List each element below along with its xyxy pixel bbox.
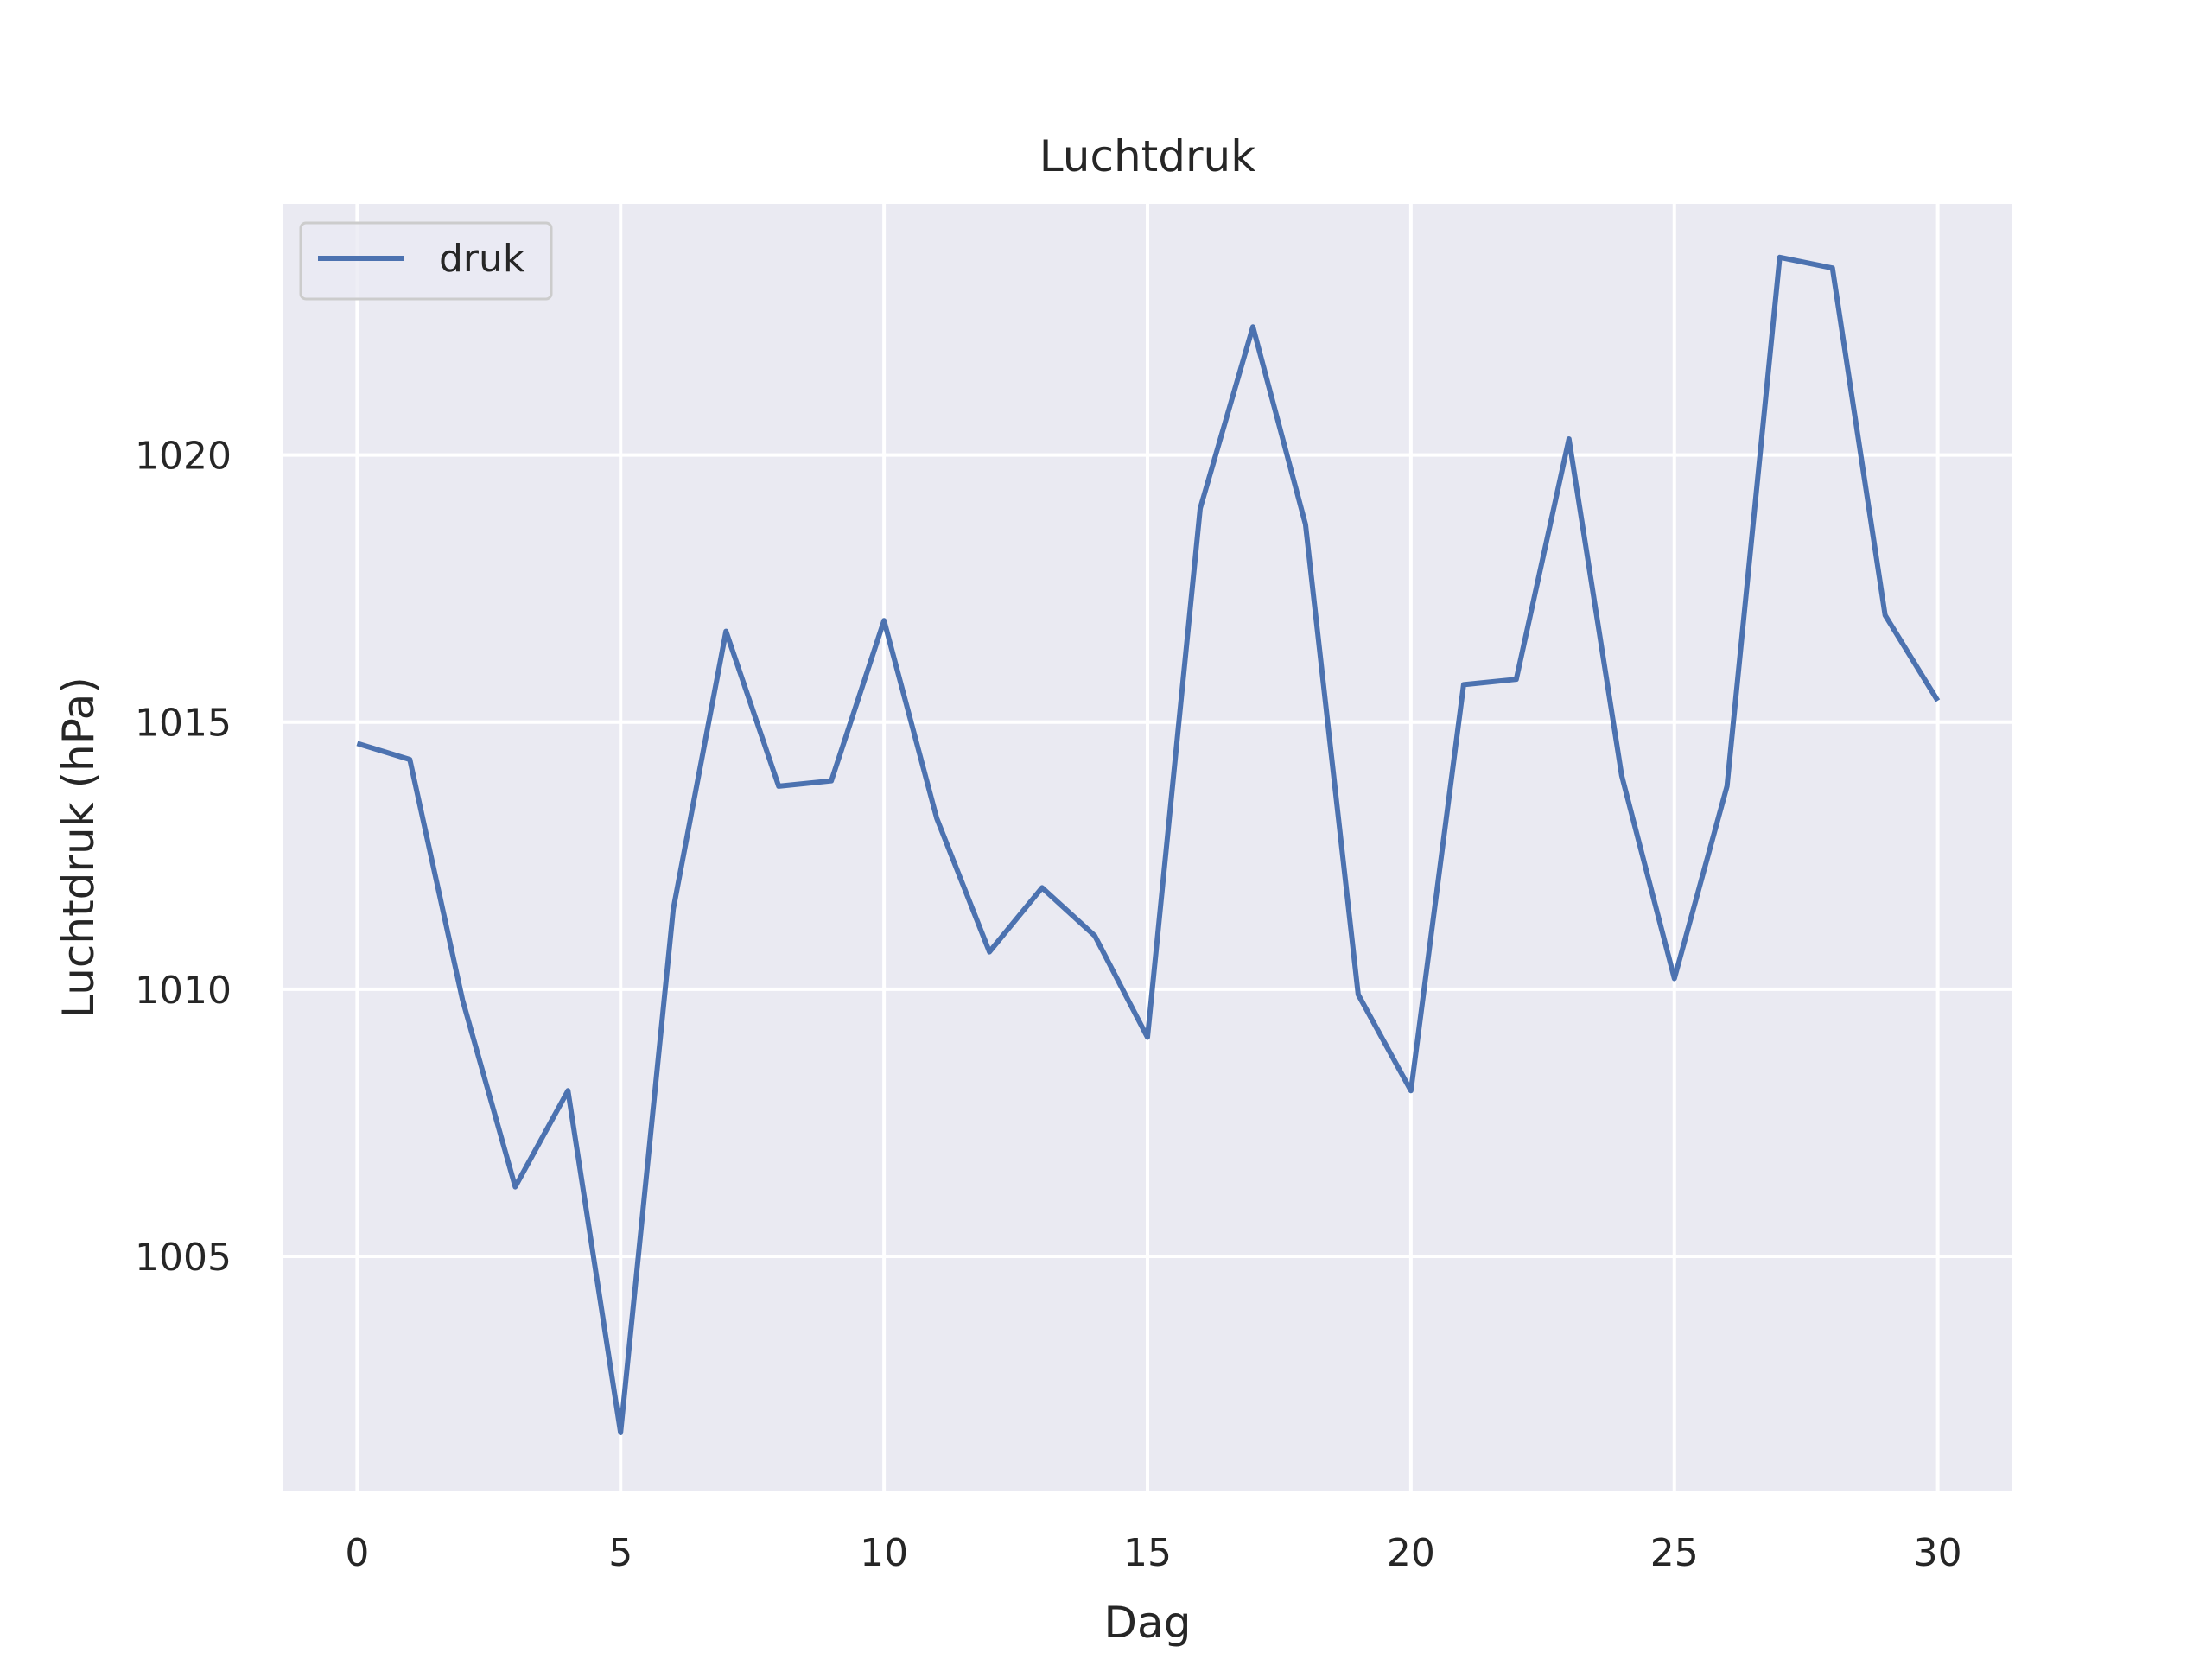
x-tick-labels: 0 5 10 15 20 25 30 (345, 1531, 1961, 1575)
y-tick-label: 1020 (135, 435, 232, 479)
x-tick-label: 5 (608, 1531, 632, 1575)
x-tick-label: 25 (1650, 1531, 1699, 1575)
y-tick-label: 1010 (135, 969, 232, 1013)
y-tick-labels: 1005 1010 1015 1020 (135, 435, 232, 1280)
x-tick-label: 10 (860, 1531, 908, 1575)
legend-box (299, 221, 553, 301)
x-tick-label: 30 (1914, 1531, 1962, 1575)
x-tick-label: 20 (1387, 1531, 1435, 1575)
legend-label-druk: druk (439, 237, 525, 281)
grid-lines (283, 204, 2012, 1491)
x-tick-label: 0 (345, 1531, 369, 1575)
series-line-druk (356, 254, 1941, 1435)
series-group (356, 254, 1941, 1435)
y-tick-label: 1005 (135, 1236, 232, 1280)
x-axis-label: Dag (1104, 1598, 1192, 1648)
chart-title: Luchtdruk (1039, 131, 1255, 181)
y-tick-label: 1015 (135, 702, 232, 746)
x-tick-label: 15 (1123, 1531, 1172, 1575)
legend: druk (299, 221, 553, 301)
y-axis-label: Luchtdruk (hPa) (54, 677, 104, 1019)
